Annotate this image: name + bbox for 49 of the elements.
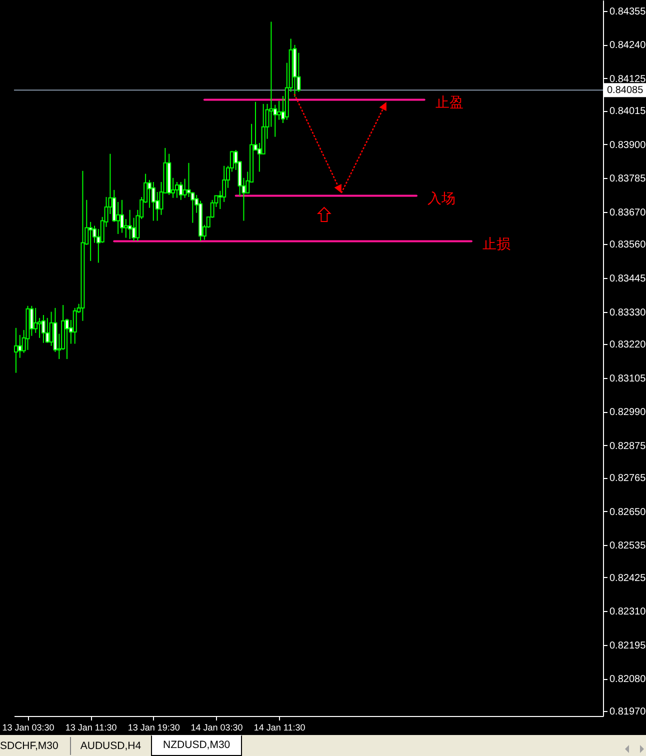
y-tick-label: 0.82650 [610,506,646,518]
x-tick-label: 14 Jan 03:30 [190,722,243,732]
left-arrow-icon[interactable] [625,745,630,753]
x-tick-label: 13 Jan 03:30 [2,722,54,732]
y-tick-label: 0.83105 [610,373,646,384]
series-label: 止盈 [435,94,464,111]
x-tick-label: 13 Jan 11:30 [65,722,117,732]
y-tick-label: 0.84125 [610,74,646,85]
y-tick-label: 0.82875 [610,440,646,452]
series-label: 入场 [427,190,456,207]
y-tick-label: 0.84355 [610,6,646,18]
x-tick-label: 14 Jan 11:30 [254,722,306,732]
ref-line-label: 0.84085 [607,85,644,96]
right-arrow-icon[interactable] [640,745,645,753]
series-label: 止损 [482,236,510,252]
y-tick-label: 0.83220 [610,340,646,351]
candlestick [124,218,128,238]
candlestick [174,182,179,198]
y-tick-label: 0.82080 [610,674,646,686]
candlestick [88,221,93,262]
candlestick [116,201,120,234]
y-tick-label: 0.81970 [610,706,646,718]
y-tick-label: 0.82310 [610,606,646,618]
candlestick [30,305,34,336]
y-tick-label: 0.84240 [610,40,646,52]
candlestick [14,327,18,374]
y-tick-label: 0.82765 [610,473,646,484]
y-tick-label: 0.84015 [610,106,646,118]
tab[interactable]: NZDUSD,M30 [151,735,242,756]
y-tick-label: 0.83445 [610,274,646,285]
y-tick-label: 0.83560 [610,240,646,251]
y-tick-label: 0.82990 [610,407,646,418]
y-tick-label: 0.83900 [610,140,646,151]
y-tick-label: 0.82535 [610,540,646,552]
candlestick [151,182,156,222]
candlestick [277,100,282,120]
candlestick [41,314,46,344]
candlestick [178,182,183,200]
y-tick-label: 0.83670 [610,207,646,218]
y-tick-label: 0.83330 [610,307,646,318]
candlestick [128,209,132,240]
tab[interactable]: SDCHF,M30 [0,737,70,755]
candlestick [18,334,22,358]
y-tick-label: 0.82425 [610,572,646,584]
y-tick-label: 0.83785 [610,174,646,185]
x-tick-label: 13 Jan 19:30 [128,722,180,732]
y-tick-label: 0.82195 [610,640,646,652]
candlestick [72,307,77,344]
candlestick [45,317,50,344]
